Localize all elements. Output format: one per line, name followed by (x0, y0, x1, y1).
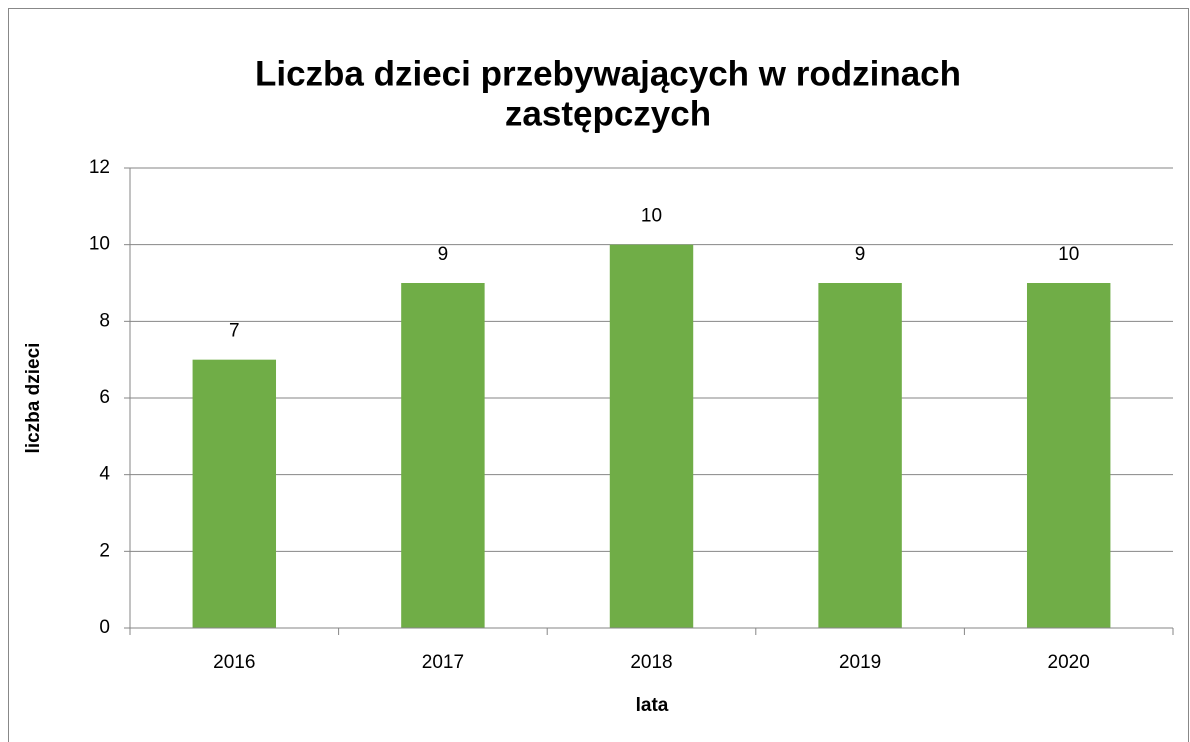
y-tick-label: 8 (99, 310, 110, 331)
y-tick-label: 0 (99, 617, 110, 638)
data-label: 10 (1058, 244, 1079, 265)
chart-title: Liczba dzieci przebywających w rodzinach (255, 54, 961, 93)
bar (818, 283, 902, 628)
y-tick-label: 12 (89, 157, 110, 178)
chart-title: zastępczych (505, 94, 711, 133)
x-tick-label: 2017 (422, 652, 464, 673)
y-tick-label: 6 (99, 387, 110, 408)
x-tick-label: 2016 (213, 652, 255, 673)
data-label: 9 (438, 244, 449, 265)
data-label: 7 (229, 321, 240, 342)
bar (1026, 283, 1111, 628)
x-tick-label: 2019 (839, 652, 881, 673)
y-tick-label: 4 (99, 464, 110, 485)
x-axis-title: lata (636, 695, 669, 716)
data-label: 10 (641, 206, 662, 227)
y-tick-label: 10 (89, 234, 110, 255)
y-axis-title: liczba dzieci (23, 343, 44, 454)
bar (609, 244, 694, 628)
bar (401, 283, 485, 628)
y-tick-label: 2 (99, 540, 110, 561)
data-label: 9 (855, 244, 866, 265)
x-tick-label: 2020 (1048, 652, 1090, 673)
bar (192, 359, 277, 628)
x-tick-label: 2018 (630, 652, 672, 673)
